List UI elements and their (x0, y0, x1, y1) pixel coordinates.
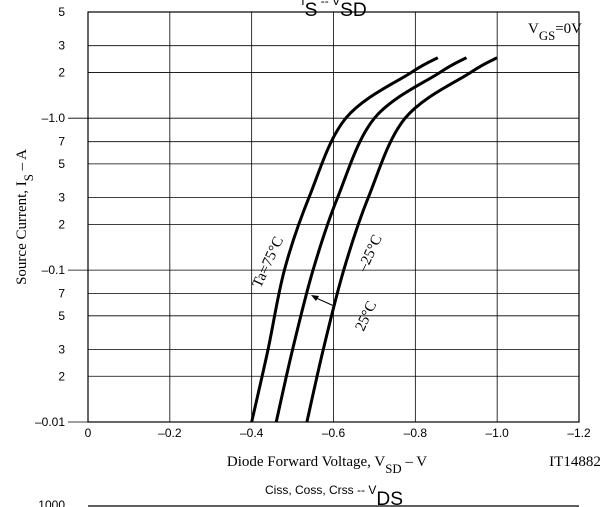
chart-title-sub: SD (340, 0, 367, 21)
y-axis-label-part: – A (14, 149, 30, 174)
x-tick-label: –0.2 (158, 426, 182, 440)
next-chart-title-part: Ciss, Coss, Crss -- V (265, 483, 376, 497)
y-axis-label-sub: S (22, 174, 36, 181)
condition-label-part: V (528, 21, 539, 37)
y-tick-label: –0.1 (42, 263, 66, 277)
y-tick-label: 7 (58, 135, 65, 149)
y-axis-label: Source Current, IS – A (14, 149, 36, 285)
arrow-head (311, 295, 319, 301)
next-chart-title-sub: DS (376, 489, 403, 507)
x-tick-label: –0.8 (404, 426, 428, 440)
curve-label: 25°C (353, 299, 381, 334)
y-tick-label: –1.0 (42, 111, 66, 125)
x-axis-label-sub: SD (385, 462, 401, 476)
x-tick-label: –1.2 (567, 426, 591, 440)
x-tick-label: 0 (85, 426, 92, 440)
chart-title-part: -- V (317, 0, 340, 8)
condition-label: VGS=0V (528, 21, 582, 43)
x-axis-label: Diode Forward Voltage, VSD – V (227, 454, 427, 476)
x-axis-label-part: Diode Forward Voltage, V (227, 454, 385, 470)
y-tick-label: 5 (58, 5, 65, 19)
y-tick-label: 2 (58, 369, 65, 383)
chart-title: IS -- VSD (301, 0, 366, 21)
y-tick-label: 2 (58, 217, 65, 231)
y-tick-label: 5 (58, 157, 65, 171)
y-tick-label: 5 (58, 309, 65, 323)
x-axis-label-part: – V (402, 454, 428, 470)
y-axis-label-part: Source Current, I (14, 181, 30, 285)
y-tick-label: 7 (58, 287, 65, 301)
figure-code: IT14882 (549, 454, 601, 470)
y-tick-label: 2 (58, 65, 65, 79)
x-tick-label: –1.0 (485, 426, 509, 440)
condition-label-sub: GS (539, 29, 555, 43)
condition-label-part: =0V (555, 21, 582, 37)
curve (305, 56, 498, 423)
y-tick-label: 3 (58, 343, 65, 357)
curve-label: –25°C (355, 232, 386, 275)
plot-frame (87, 11, 580, 423)
curve (274, 56, 468, 423)
y-tick-label: 3 (58, 191, 65, 205)
y-tick-label: –0.01 (35, 415, 65, 429)
next-chart-tick: 1000 (38, 498, 65, 507)
chart-title-part: I (301, 0, 304, 8)
x-tick-label: –0.6 (322, 426, 346, 440)
next-chart-title: Ciss, Coss, Crss -- VDS (265, 483, 403, 507)
x-tick-label: –0.4 (240, 426, 264, 440)
curve (250, 56, 439, 423)
chart-title-sub: S (305, 0, 318, 21)
y-tick-label: 3 (58, 39, 65, 53)
